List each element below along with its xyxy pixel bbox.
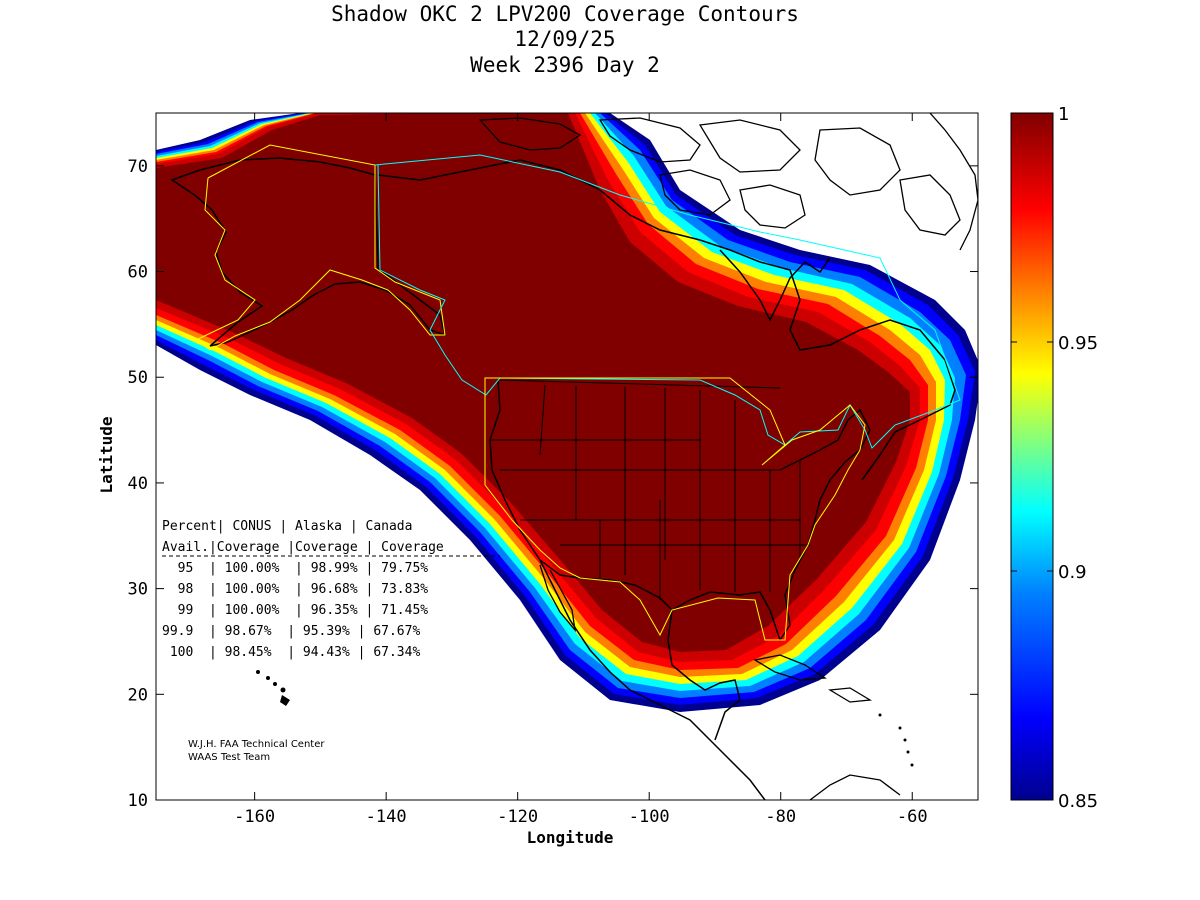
- stats-header-1: Percent| CONUS | Alaska | Canada: [162, 519, 412, 534]
- y-tick-label: 20: [128, 685, 148, 705]
- canada-coastline: [377, 159, 956, 481]
- x-axis-label: Longitude: [527, 828, 614, 847]
- colorbar-tick-label: 1: [1058, 104, 1069, 125]
- x-tick-label: -100: [629, 807, 670, 827]
- stats-row: 99.9 | 98.67% | 95.39% | 67.67%: [162, 624, 420, 639]
- conus-service-boundary: [484, 377, 866, 641]
- plot-frame: [155, 112, 979, 801]
- stats-header-2: Avail.|Coverage |Coverage | Coverage: [162, 540, 444, 555]
- hispaniola-island: [827, 687, 873, 703]
- contour-band-100: [156, 113, 910, 652]
- gulf-coast-mexico: [667, 609, 741, 741]
- colorbar: [1010, 112, 1054, 801]
- stats-row: 98 | 100.00% | 96.68% | 73.83%: [162, 582, 428, 597]
- y-tick-label: 30: [128, 580, 148, 600]
- x-tick-label: -80: [765, 807, 796, 827]
- arctic-islands: [478, 117, 961, 236]
- y-axis: 10 20 30 40 50 60 70: [128, 157, 978, 811]
- colorbar-tick-label: 0.9: [1058, 562, 1087, 583]
- x-axis: -160 -140 -120 -100 -80 -60: [234, 113, 928, 827]
- canada-service-boundary: [374, 154, 961, 449]
- conus-coastline: [489, 379, 871, 642]
- greenland-coast: [929, 113, 978, 251]
- y-tick-label: 70: [128, 157, 148, 177]
- mexico-coastline: [539, 559, 766, 800]
- stats-row: 100 | 98.45% | 94.43% | 67.34%: [162, 645, 420, 660]
- x-tick-label: -160: [234, 807, 275, 827]
- stats-row: 95 | 100.00% | 98.99% | 79.75%: [162, 561, 428, 576]
- x-tick-label: -140: [366, 807, 407, 827]
- credits-line-2: WAAS Test Team: [188, 752, 270, 763]
- caribbean-islands: [878, 713, 914, 767]
- coverage-stats-table: Percent| CONUS | Alaska | Canada Avail.|…: [162, 519, 500, 660]
- colorbar-ticks: 1 0.95 0.9 0.85: [1011, 104, 1098, 812]
- hudson-bay-coast: [719, 249, 831, 322]
- alaska-service-boundary: [195, 144, 446, 351]
- us-state-borders: [490, 379, 810, 600]
- y-tick-label: 60: [128, 263, 148, 283]
- x-tick-label: -120: [497, 807, 538, 827]
- y-axis-label: Latitude: [97, 416, 116, 493]
- y-tick-label: 10: [128, 791, 148, 811]
- y-tick-label: 50: [128, 368, 148, 388]
- cuba-island: [753, 654, 827, 681]
- title-line-3: Week 2396 Day 2: [470, 53, 660, 77]
- title-line-1: Shadow OKC 2 LPV200 Coverage Contours: [331, 2, 799, 26]
- south-america-coast: [809, 774, 901, 800]
- y-tick-label: 40: [128, 474, 148, 494]
- stats-row: 99 | 100.00% | 96.35% | 71.45%: [162, 603, 428, 618]
- alaska-coastline: [170, 157, 447, 347]
- credits-line-1: W.J.H. FAA Technical Center: [188, 739, 325, 750]
- hawaii-islands: [256, 670, 290, 706]
- colorbar-tick-label: 0.95: [1058, 333, 1098, 354]
- x-tick-label: -60: [897, 807, 928, 827]
- title-line-2: 12/09/25: [514, 27, 615, 51]
- baja-peninsula: [539, 564, 576, 633]
- coverage-map: [156, 113, 978, 800]
- colorbar-tick-label: 0.85: [1058, 791, 1098, 812]
